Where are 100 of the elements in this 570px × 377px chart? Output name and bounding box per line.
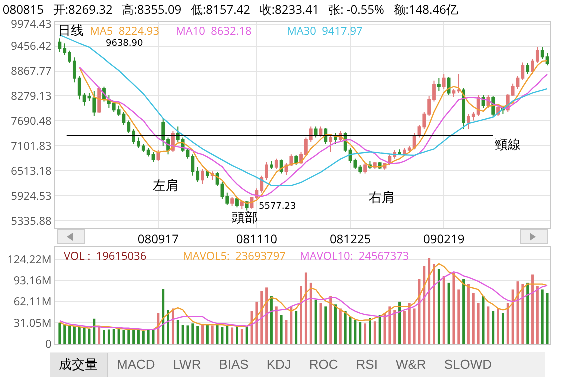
bar (304, 272, 308, 344)
candlestick (240, 200, 244, 210)
bar (103, 330, 106, 344)
candlestick (270, 160, 274, 170)
text: MACD (116, 356, 156, 374)
bar (138, 329, 140, 344)
x-tick-label: 080917 (138, 230, 180, 248)
bar (506, 303, 510, 344)
text: KDJ (266, 356, 292, 374)
text: ROC (308, 356, 340, 374)
candlestick (294, 155, 298, 166)
text: 成交量 (50, 352, 108, 376)
bar (108, 330, 110, 344)
bar (477, 303, 480, 344)
bar (408, 303, 411, 344)
bar (458, 290, 460, 344)
bar (378, 316, 382, 344)
candlestick (314, 126, 318, 138)
bar (295, 311, 298, 344)
candlestick (201, 169, 204, 185)
candlestick (398, 149, 402, 156)
text: RSI (355, 356, 379, 374)
bar (73, 326, 76, 344)
bar (314, 300, 318, 344)
x-tick-label: 090219 (424, 230, 465, 248)
bar (541, 290, 544, 344)
bar (83, 328, 86, 344)
bar (128, 330, 130, 344)
bar (403, 311, 406, 344)
bar (546, 293, 549, 344)
bar (157, 313, 160, 344)
bar (172, 308, 174, 344)
chart-title: 080815 开:8269.32 高:8355.09 低:8157.42 收:8233.41 张: -0.55% 额:148.46亿 (2, 1, 458, 18)
y-tick-label: 8279.13 (11, 89, 52, 104)
y-tick-label: 8867.77 (11, 64, 52, 80)
bar (438, 269, 440, 344)
bar (344, 311, 347, 344)
bar (349, 316, 352, 344)
bar (246, 327, 248, 344)
text: LWR (172, 356, 202, 374)
y-tick-label: 124.22M (8, 252, 52, 268)
candlestick (329, 135, 333, 154)
bar (512, 290, 514, 344)
bar (290, 306, 293, 344)
bar (452, 272, 456, 344)
bar (226, 325, 229, 344)
candlestick (98, 86, 102, 114)
bar (354, 320, 357, 344)
candlestick (274, 158, 278, 170)
ref-line-label: 頸線 (495, 138, 521, 153)
bar (280, 316, 283, 344)
candlestick (206, 170, 210, 178)
bar (428, 258, 431, 344)
text: W&R (394, 356, 428, 374)
bar (423, 266, 426, 344)
text: MA30 9417.97 (287, 24, 363, 39)
bar (374, 322, 376, 344)
bar (192, 324, 194, 344)
bar (162, 289, 165, 344)
bar (270, 296, 273, 344)
bar (433, 264, 436, 344)
bar (398, 302, 402, 344)
candlestick (230, 196, 234, 207)
bar (310, 282, 312, 344)
bar (147, 330, 150, 344)
bar (526, 282, 530, 344)
bar (68, 326, 72, 344)
y-tick-label: 9974.43 (11, 17, 52, 32)
bar (260, 291, 264, 344)
bar (502, 313, 504, 344)
bar (300, 286, 302, 344)
bar (182, 325, 184, 344)
bar (536, 286, 539, 344)
annotation: 頭部 (232, 211, 258, 226)
bar (462, 280, 466, 344)
bar (78, 327, 81, 344)
y-tick-label: 93.16M (14, 274, 52, 289)
text: MA5 8224.93 (90, 24, 160, 39)
y-tick-label: 7690.48 (11, 114, 52, 130)
y-tick-label: 7101.83 (11, 138, 52, 154)
candlestick (236, 198, 239, 208)
bar (64, 325, 66, 344)
candlestick (462, 88, 466, 130)
bar (240, 329, 244, 344)
bar (448, 282, 450, 344)
candlestick (437, 78, 441, 92)
bar (266, 288, 268, 344)
bar (202, 324, 204, 344)
y-tick-label: 6513.18 (11, 164, 52, 179)
bar (320, 303, 322, 344)
bar (275, 306, 278, 344)
candlestick (442, 74, 446, 90)
bar (330, 296, 332, 344)
candlestick (156, 150, 160, 162)
bar (221, 327, 224, 344)
bar (334, 304, 337, 344)
bar (58, 322, 62, 344)
bar (442, 276, 446, 344)
bar (324, 306, 328, 344)
y-tick-label: 0 (46, 336, 52, 352)
